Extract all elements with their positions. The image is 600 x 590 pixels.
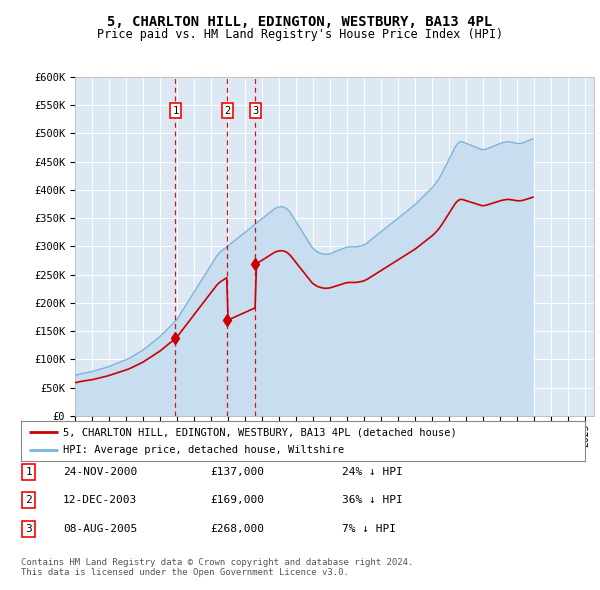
Text: 12-DEC-2003: 12-DEC-2003 bbox=[63, 496, 137, 505]
Text: 1: 1 bbox=[25, 467, 32, 477]
Text: 3: 3 bbox=[25, 524, 32, 533]
Text: 5, CHARLTON HILL, EDINGTON, WESTBURY, BA13 4PL: 5, CHARLTON HILL, EDINGTON, WESTBURY, BA… bbox=[107, 15, 493, 30]
Text: 08-AUG-2005: 08-AUG-2005 bbox=[63, 524, 137, 533]
Text: £137,000: £137,000 bbox=[210, 467, 264, 477]
Text: 3: 3 bbox=[252, 106, 259, 116]
Text: 7% ↓ HPI: 7% ↓ HPI bbox=[342, 524, 396, 533]
Text: £268,000: £268,000 bbox=[210, 524, 264, 533]
Text: Price paid vs. HM Land Registry's House Price Index (HPI): Price paid vs. HM Land Registry's House … bbox=[97, 28, 503, 41]
Text: Contains HM Land Registry data © Crown copyright and database right 2024.
This d: Contains HM Land Registry data © Crown c… bbox=[21, 558, 413, 577]
Text: £169,000: £169,000 bbox=[210, 496, 264, 505]
Text: 24-NOV-2000: 24-NOV-2000 bbox=[63, 467, 137, 477]
Text: 36% ↓ HPI: 36% ↓ HPI bbox=[342, 496, 403, 505]
Text: HPI: Average price, detached house, Wiltshire: HPI: Average price, detached house, Wilt… bbox=[64, 445, 344, 455]
Text: 2: 2 bbox=[224, 106, 230, 116]
Text: 24% ↓ HPI: 24% ↓ HPI bbox=[342, 467, 403, 477]
Text: 1: 1 bbox=[172, 106, 179, 116]
Text: 2: 2 bbox=[25, 496, 32, 505]
Text: 5, CHARLTON HILL, EDINGTON, WESTBURY, BA13 4PL (detached house): 5, CHARLTON HILL, EDINGTON, WESTBURY, BA… bbox=[64, 428, 457, 438]
